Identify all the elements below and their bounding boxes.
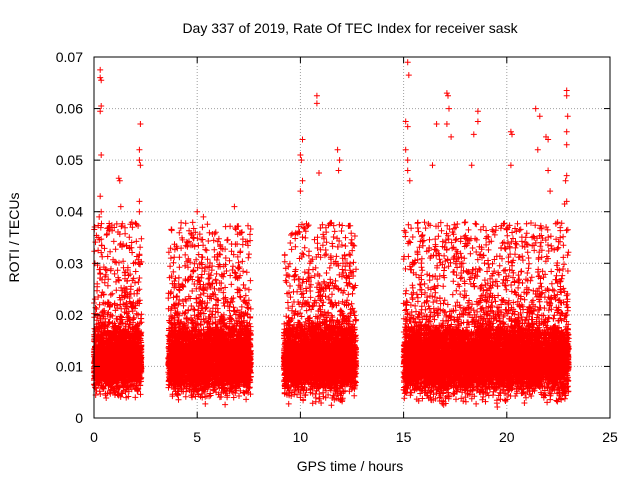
x-tick-labels: 0 5 10 15 20 25 (90, 429, 618, 445)
x-tick-label: 5 (193, 429, 201, 445)
y-tick-label: 0.01 (56, 358, 83, 374)
roti-markers (91, 59, 572, 410)
y-tick-label: 0.05 (56, 152, 83, 168)
y-axis-label: ROTI / TECUs (6, 193, 22, 283)
y-tick-label: 0.03 (56, 255, 83, 271)
plot-frame (93, 56, 611, 419)
x-axis-label: GPS time / hours (297, 458, 404, 474)
axis-ticks (93, 56, 611, 419)
y-tick-label: 0 (75, 410, 83, 426)
x-tick-label: 20 (499, 429, 515, 445)
x-tick-label: 10 (293, 429, 309, 445)
chart-title: Day 337 of 2019, Rate Of TEC Index for r… (182, 20, 518, 36)
data-points (91, 59, 572, 410)
y-tick-label: 0.02 (56, 307, 83, 323)
x-tick-label: 0 (90, 429, 98, 445)
y-tick-labels: 0 0.01 0.02 0.03 0.04 0.05 0.06 0.07 (56, 49, 83, 426)
y-tick-label: 0.06 (56, 101, 83, 117)
y-tick-label: 0.04 (56, 204, 83, 220)
x-tick-label: 15 (396, 429, 412, 445)
x-tick-label: 25 (602, 429, 618, 445)
y-tick-label: 0.07 (56, 49, 83, 65)
